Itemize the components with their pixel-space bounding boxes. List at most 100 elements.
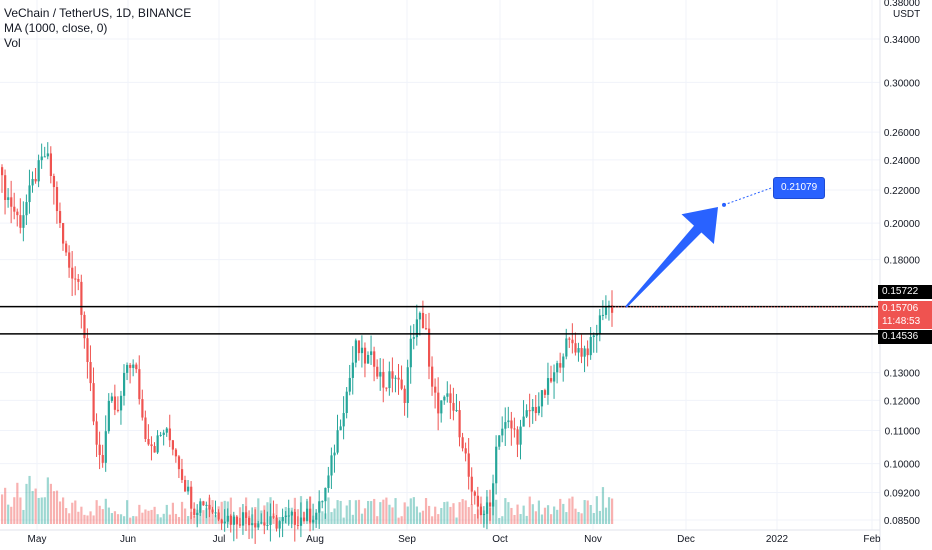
volume-bar	[492, 502, 495, 524]
time-tick-label: Jul	[213, 534, 226, 545]
candle-body	[107, 400, 110, 432]
candle-body	[229, 515, 232, 525]
volume-bar	[269, 497, 272, 524]
candle-body	[68, 252, 71, 268]
volume-bar	[43, 497, 46, 524]
volume-bar	[254, 507, 257, 524]
volume-bar	[235, 516, 239, 524]
volume-bar	[92, 515, 95, 524]
volume-bar	[577, 512, 580, 524]
volume-bar	[574, 508, 577, 524]
candle-body	[123, 372, 126, 396]
candle-body	[556, 363, 559, 373]
volume-bar	[293, 497, 296, 524]
candle-body	[452, 402, 455, 411]
candle-body	[464, 448, 467, 454]
volume-bar	[77, 511, 80, 524]
volume-bar	[144, 509, 147, 524]
volume-bar	[562, 503, 565, 524]
candle-body	[318, 501, 321, 513]
candle-body	[31, 178, 34, 186]
volume-bar	[98, 505, 101, 524]
candle-body	[543, 390, 547, 395]
volume-bar	[485, 496, 489, 524]
volume-bar	[95, 500, 98, 524]
candle-countdown: 11:48:53	[882, 316, 921, 327]
candle-body	[589, 337, 592, 356]
volume-bar	[123, 516, 126, 524]
volume-bar	[543, 507, 547, 524]
candle-body	[440, 400, 443, 414]
legend-ma[interactable]: MA (1000, close, 0)	[4, 21, 108, 35]
candle-body	[449, 393, 452, 403]
volume-bar	[302, 512, 306, 524]
candle-body	[519, 426, 522, 445]
candle-body	[507, 420, 510, 423]
volume-bar	[330, 512, 333, 524]
volume-bar	[440, 508, 443, 524]
volume-bar	[522, 505, 525, 524]
candle-body	[248, 517, 251, 526]
candle-body	[339, 426, 342, 431]
candle-body	[266, 524, 269, 526]
volume-bar	[391, 507, 394, 524]
candle-body	[269, 516, 272, 525]
candle-body	[528, 410, 531, 412]
volume-bar	[275, 503, 278, 524]
candle-body	[302, 517, 306, 521]
candle-body	[482, 513, 486, 515]
candle-body	[251, 523, 254, 526]
volume-bar	[296, 509, 300, 524]
volume-bar	[177, 517, 181, 524]
volume-bar	[339, 500, 342, 524]
volume-bar	[528, 496, 531, 524]
volume-bar	[388, 504, 391, 524]
candle-body	[260, 522, 263, 524]
candle-body	[443, 396, 446, 401]
volume-bar	[461, 499, 464, 524]
legend-volume[interactable]: Vol	[4, 36, 21, 50]
volume-bar	[31, 491, 34, 524]
candle-body	[409, 338, 412, 368]
volume-bar	[537, 500, 540, 524]
candle-body	[275, 517, 278, 529]
volume-bar	[394, 498, 397, 524]
volume-bar	[245, 497, 248, 524]
volume-bar	[476, 509, 479, 524]
volume-bar	[251, 514, 254, 524]
chart-legend: VeChain / TetherUS, 1D, BINANCE MA (1000…	[4, 6, 191, 51]
candle-body	[208, 504, 211, 510]
candle-body	[43, 156, 46, 158]
target-callout[interactable]: 0.21079	[773, 177, 826, 199]
legend-title[interactable]: VeChain / TetherUS, 1D, BINANCE	[4, 6, 192, 20]
candle-body	[180, 469, 184, 480]
candle-body	[165, 428, 168, 433]
volume-bar	[205, 508, 208, 524]
volume-bar	[348, 500, 351, 524]
volume-bar	[19, 497, 22, 524]
volume-bar	[424, 498, 428, 524]
price-tick-label: 0.18000	[884, 256, 921, 267]
volume-bar	[153, 506, 156, 524]
volume-bar	[306, 501, 309, 524]
candle-body	[315, 512, 318, 520]
volume-bar	[501, 516, 504, 524]
candle-body	[540, 390, 544, 407]
volume-bar	[174, 513, 178, 524]
candle-body	[583, 348, 586, 357]
candle-body	[104, 431, 107, 463]
volume-bar	[513, 514, 516, 524]
candle-body	[601, 314, 605, 316]
volume-bar	[241, 512, 245, 524]
volume-bar	[46, 477, 49, 524]
candle-body	[501, 428, 504, 436]
candle-body	[156, 435, 159, 453]
time-tick-label: Nov	[584, 534, 602, 545]
candle-body	[257, 523, 260, 528]
volume-bar	[400, 516, 403, 524]
candle-body	[13, 206, 16, 212]
candle-body	[263, 522, 266, 526]
candle-body	[281, 517, 284, 522]
volume-bar	[367, 500, 370, 524]
